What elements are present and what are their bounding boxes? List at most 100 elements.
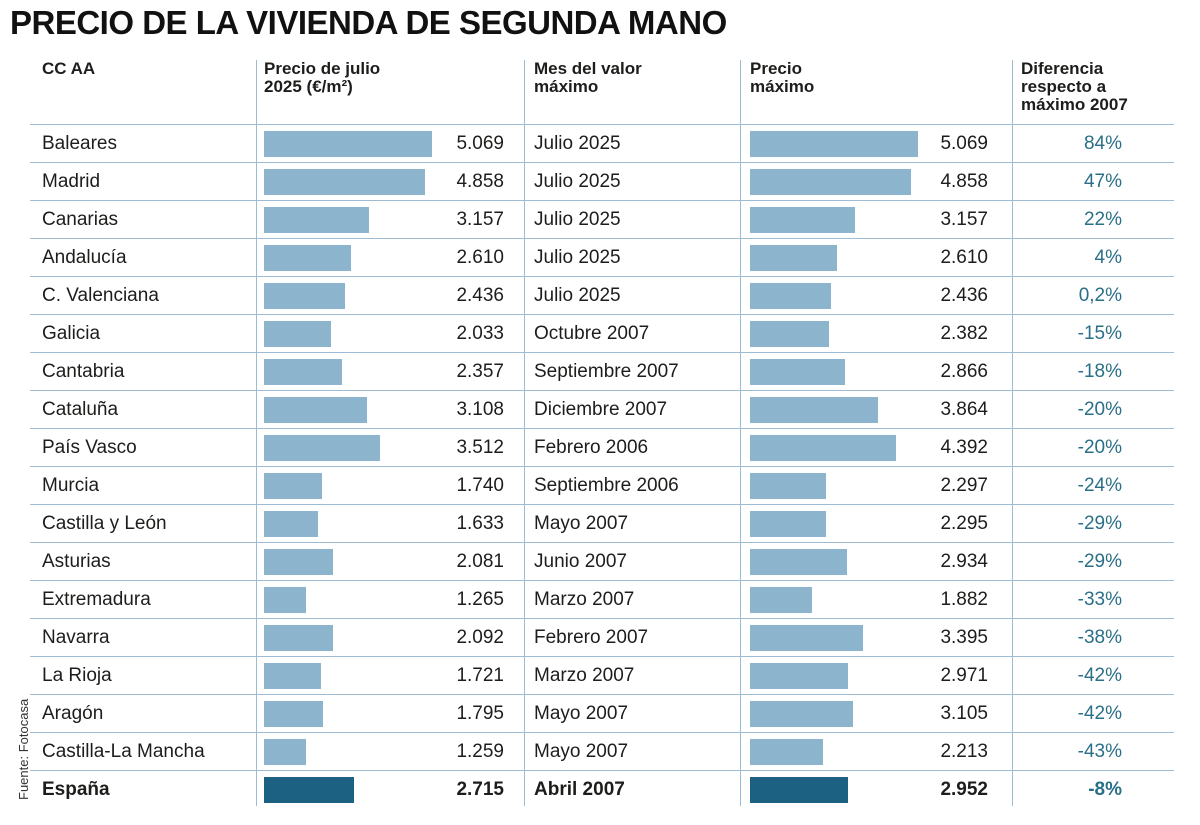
diff-2007-value: -29%	[1077, 513, 1122, 534]
price-jul-2025-value: 5.069	[456, 133, 504, 154]
header-line: CC AA	[42, 59, 96, 78]
row-divider	[30, 542, 1174, 543]
table-row: Navarra 2.092 Febrero 2007 3.395 -38%	[30, 619, 1174, 657]
region-name: Murcia	[42, 475, 100, 496]
diff-2007-value: -38%	[1077, 627, 1122, 648]
max-price-value: 3.864	[940, 399, 988, 420]
max-price-value: 2.866	[940, 361, 988, 382]
price-jul-2025-bar	[264, 169, 425, 195]
table-row: Castilla-La Mancha 1.259 Mayo 2007 2.213 -43…	[30, 733, 1174, 771]
price-jul-2025-value: 1.259	[456, 741, 504, 762]
row-divider	[30, 314, 1174, 315]
price-jul-2025-bar	[264, 625, 333, 651]
region-name: Baleares	[42, 133, 117, 154]
diff-2007-value: 84%	[1083, 133, 1122, 154]
price-jul-2025-bar	[264, 549, 333, 575]
header-region: CC AA	[42, 60, 95, 78]
max-month: Febrero 2007	[534, 627, 649, 648]
max-price-value: 2.610	[940, 247, 988, 268]
table-row: Canarias 3.157 Julio 2025 3.157 22%	[30, 201, 1174, 239]
diff-2007-value: -20%	[1077, 437, 1122, 458]
diff-2007-value: 22%	[1083, 209, 1122, 230]
max-price-bar	[750, 549, 847, 575]
header-price-jul-2025: Precio de julio 2025 (€/m²)	[264, 60, 380, 96]
table-row: Aragón 1.795 Mayo 2007 3.105 -42%	[30, 695, 1174, 733]
diff-2007-value: -33%	[1077, 589, 1122, 610]
row-divider	[30, 694, 1174, 695]
row-divider	[30, 770, 1174, 771]
row-divider	[30, 238, 1174, 239]
max-price-bar	[750, 587, 812, 613]
max-price-value: 2.213	[940, 741, 988, 762]
region-name: C. Valenciana	[42, 285, 159, 306]
row-divider	[30, 428, 1174, 429]
max-month: Julio 2025	[534, 209, 621, 230]
max-month: Junio 2007	[534, 551, 627, 572]
max-price-bar	[750, 359, 845, 385]
max-price-bar	[750, 625, 863, 651]
max-month: Marzo 2007	[534, 665, 635, 686]
row-divider	[30, 466, 1174, 467]
price-jul-2025-bar	[264, 207, 369, 233]
diff-2007-value: -15%	[1077, 323, 1122, 344]
max-month: Mayo 2007	[534, 741, 629, 762]
table-row: País Vasco 3.512 Febrero 2006 4.392 -20%	[30, 429, 1174, 467]
price-jul-2025-bar	[264, 587, 306, 613]
header-line: respecto a	[1021, 77, 1107, 96]
region-name: Asturias	[42, 551, 111, 572]
price-jul-2025-bar	[264, 739, 306, 765]
diff-2007-value: 4%	[1094, 247, 1122, 268]
max-price-bar	[750, 777, 848, 803]
region-name: Castilla-La Mancha	[42, 741, 205, 762]
max-month: Marzo 2007	[534, 589, 635, 610]
price-jul-2025-value: 2.081	[456, 551, 504, 572]
diff-2007-value: 0,2%	[1078, 285, 1122, 306]
max-price-value: 4.858	[940, 171, 988, 192]
header-line: máximo 2007	[1021, 95, 1128, 114]
max-price-bar	[750, 245, 837, 271]
price-jul-2025-value: 2.033	[456, 323, 504, 344]
max-price-bar	[750, 435, 896, 461]
column-divider	[740, 60, 741, 806]
region-name: La Rioja	[42, 665, 112, 686]
price-jul-2025-bar	[264, 777, 354, 803]
header-line: Diferencia	[1021, 59, 1104, 78]
max-price-value: 1.882	[940, 589, 988, 610]
row-divider	[30, 504, 1174, 505]
diff-2007-value: -43%	[1077, 741, 1122, 762]
max-price-value: 2.295	[940, 513, 988, 534]
price-jul-2025-bar	[264, 283, 345, 309]
source-note: Fuente: Fotocasa	[16, 698, 31, 800]
price-jul-2025-bar	[264, 473, 322, 499]
max-month: Abril 2007	[534, 779, 625, 800]
header-diff-2007: Diferencia respecto a máximo 2007	[1021, 60, 1128, 114]
max-price-bar	[750, 321, 829, 347]
max-price-bar	[750, 397, 878, 423]
max-price-bar	[750, 473, 826, 499]
region-name: Cataluña	[42, 399, 119, 420]
chart-title: PRECIO DE LA VIVIENDA DE SEGUNDA MANO	[10, 4, 727, 41]
max-month: Mayo 2007	[534, 513, 629, 534]
header-divider	[30, 124, 1174, 125]
region-name: Extremadura	[42, 589, 151, 610]
table-row: Cataluña 3.108 Diciembre 2007 3.864 -20%	[30, 391, 1174, 429]
max-price-value: 2.952	[940, 779, 988, 800]
price-jul-2025-bar	[264, 245, 351, 271]
max-price-bar	[750, 131, 918, 157]
max-price-bar	[750, 169, 911, 195]
region-name: Aragón	[42, 703, 104, 724]
max-price-value: 5.069	[940, 133, 988, 154]
max-price-value: 2.382	[940, 323, 988, 344]
table-row: Asturias 2.081 Junio 2007 2.934 -29%	[30, 543, 1174, 581]
diff-2007-value: 47%	[1083, 171, 1122, 192]
diff-2007-value: -18%	[1077, 361, 1122, 382]
table-row-total: España 2.715 Abril 2007 2.952 -8%	[30, 771, 1174, 809]
region-name: Castilla y León	[42, 513, 167, 534]
region-name: Madrid	[42, 171, 101, 192]
table-row: Murcia 1.740 Septiembre 2006 2.297 -24%	[30, 467, 1174, 505]
column-divider	[524, 60, 525, 806]
region-name: Andalucía	[42, 247, 127, 268]
price-jul-2025-bar	[264, 131, 432, 157]
price-jul-2025-bar	[264, 435, 380, 461]
row-divider	[30, 618, 1174, 619]
